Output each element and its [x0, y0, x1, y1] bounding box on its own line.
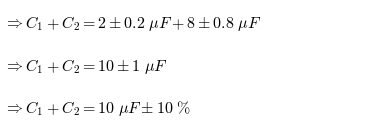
Text: $\Rightarrow C_1 + C_2 = 10 \pm 1\ \mu F$: $\Rightarrow C_1 + C_2 = 10 \pm 1\ \mu F…: [4, 56, 168, 76]
Text: $\Rightarrow C_1 + C_2 = 2 \pm 0.2\ \mu F + 8 \pm 0.8\ \mu F$: $\Rightarrow C_1 + C_2 = 2 \pm 0.2\ \mu …: [4, 14, 261, 33]
Text: $\Rightarrow C_1 + C_2 = 10\ \mu F \pm 10\ \%$: $\Rightarrow C_1 + C_2 = 10\ \mu F \pm 1…: [4, 99, 191, 118]
